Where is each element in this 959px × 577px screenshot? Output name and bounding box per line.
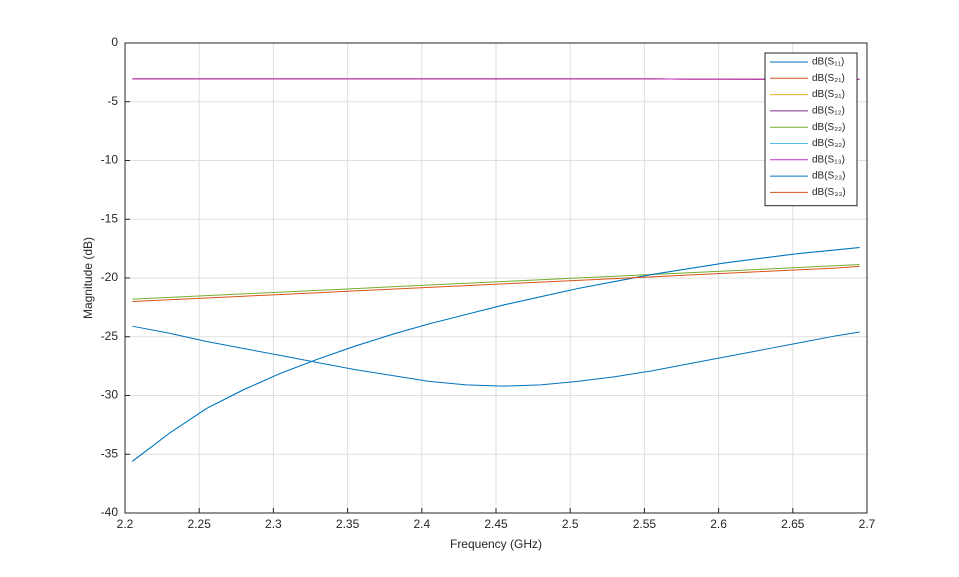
y-tick-label: -15 [101,211,119,225]
series-line [132,263,860,300]
y-tick-label: -30 [101,388,119,402]
legend-label: dB(S₂₂) [812,122,845,133]
series-line [132,265,860,302]
y-tick-label: 0 [111,35,118,49]
legend-label: dB(S₂₁) [812,73,845,84]
x-tick-label: 2.4 [413,517,430,531]
x-tick-label: 2.65 [781,517,805,531]
legend: dB(S₁₁) dB(S₂₁) dB(S₃₁) dB(S₁₂) dB(S₂₂) dB(S₃… [764,52,858,207]
y-tick-label: -20 [101,270,119,284]
x-tick-label: 2.7 [859,517,876,531]
y-tick-label: -25 [101,329,119,343]
x-tick-label: 2.5 [562,517,579,531]
legend-label: dB(S₁₂) [812,106,845,117]
x-tick-label: 2.45 [484,517,508,531]
x-tick-label: 2.55 [633,517,657,531]
axes-box [124,42,868,514]
x-axis-label: Frequency (GHz) [450,537,542,551]
x-tick-label: 2.3 [265,517,282,531]
legend-label: dB(S₃₃) [812,187,846,198]
legend-label: dB(S₃₁) [812,89,845,100]
legend-label: dB(S₃₂) [812,138,846,149]
x-tick-label: 2.2 [117,517,134,531]
y-tick-label: -35 [101,446,119,460]
series-line [132,246,860,462]
legend-label: dB(S₁₃) [812,154,845,165]
legend-label: dB(S₂₃) [812,171,846,182]
y-tick-label: -5 [107,94,118,108]
x-tick-label: 2.35 [336,517,360,531]
x-tick-label: 2.25 [188,517,212,531]
series-line [132,78,860,80]
y-tick-label: -10 [101,153,119,167]
x-tick-label: 2.6 [710,517,727,531]
series-line [132,325,860,387]
y-axis-label: Magnitude (dB) [81,237,95,319]
y-tick-label: -40 [101,505,119,519]
legend-label: dB(S₁₁) [812,57,844,68]
